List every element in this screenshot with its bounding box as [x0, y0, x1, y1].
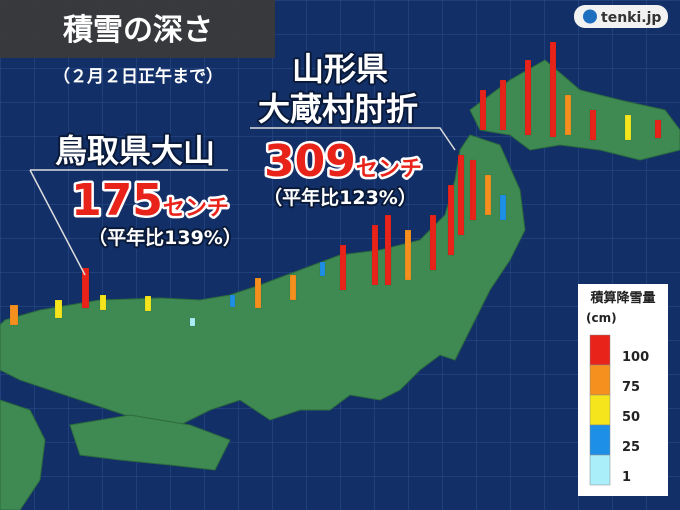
title-box — [0, 0, 275, 58]
logo-icon — [583, 9, 597, 24]
bar — [447, 184, 455, 256]
legend-swatch — [589, 394, 611, 426]
bar — [469, 159, 477, 221]
callout-location: 鳥取県大山 — [55, 132, 215, 170]
bar — [189, 317, 196, 327]
depth-value: 309 — [264, 136, 356, 187]
legend-title: 積算降雪量 — [589, 290, 655, 306]
callout-depth: 175センチ — [71, 175, 229, 226]
bar — [99, 294, 107, 311]
callout-place: 大蔵村肘折 — [258, 90, 418, 128]
legend-swatch — [589, 424, 611, 456]
bar — [457, 154, 465, 236]
legend-label: 50 — [622, 410, 640, 425]
bar — [54, 299, 63, 319]
bar — [624, 114, 632, 141]
bar — [289, 274, 297, 301]
leader-line — [425, 127, 456, 151]
callout-ratio: （平年比139%） — [88, 226, 242, 249]
title: 積雪の深さ — [63, 13, 213, 48]
bar — [254, 277, 262, 309]
legend-label: 100 — [622, 350, 649, 365]
bar — [549, 41, 557, 138]
bar — [81, 267, 90, 309]
bar — [564, 94, 572, 136]
legend-label: 25 — [622, 440, 640, 455]
bar — [384, 214, 392, 286]
bar — [319, 261, 326, 277]
logo-box — [574, 5, 668, 28]
callout-location: 山形県 — [292, 50, 388, 88]
bar — [589, 109, 597, 141]
bar — [229, 294, 236, 308]
bar — [404, 229, 412, 281]
snow-bars — [9, 41, 662, 327]
shikoku — [69, 414, 231, 471]
logo: tenki.jp — [601, 10, 661, 26]
bar — [9, 304, 19, 326]
kyushu — [0, 399, 46, 510]
bar — [484, 174, 492, 216]
legend: 積算降雪量 (cm) 100 75 50 25 1 — [578, 284, 668, 496]
bar — [144, 295, 152, 312]
legend-label: 1 — [622, 470, 631, 485]
legend-swatch — [589, 454, 611, 486]
leader-line — [29, 169, 86, 276]
bar — [499, 194, 507, 221]
legend-swatch — [589, 364, 611, 396]
callout-depth: 309センチ — [264, 136, 422, 187]
depth-unit: センチ — [163, 196, 229, 221]
depth-value: 175 — [71, 175, 163, 226]
legend-label: 75 — [622, 380, 640, 395]
legend-unit: (cm) — [586, 311, 617, 325]
bar — [429, 214, 437, 271]
depth-unit: センチ — [356, 157, 422, 182]
bar — [479, 89, 487, 131]
legend-swatch — [589, 334, 611, 366]
bar — [371, 224, 379, 286]
bar — [339, 244, 347, 291]
bar — [654, 119, 662, 139]
bar — [524, 59, 532, 136]
subtitle: （２月２日正午まで） — [53, 66, 223, 87]
callout-ratio: （平年比123%） — [263, 186, 417, 209]
bar — [499, 79, 507, 131]
